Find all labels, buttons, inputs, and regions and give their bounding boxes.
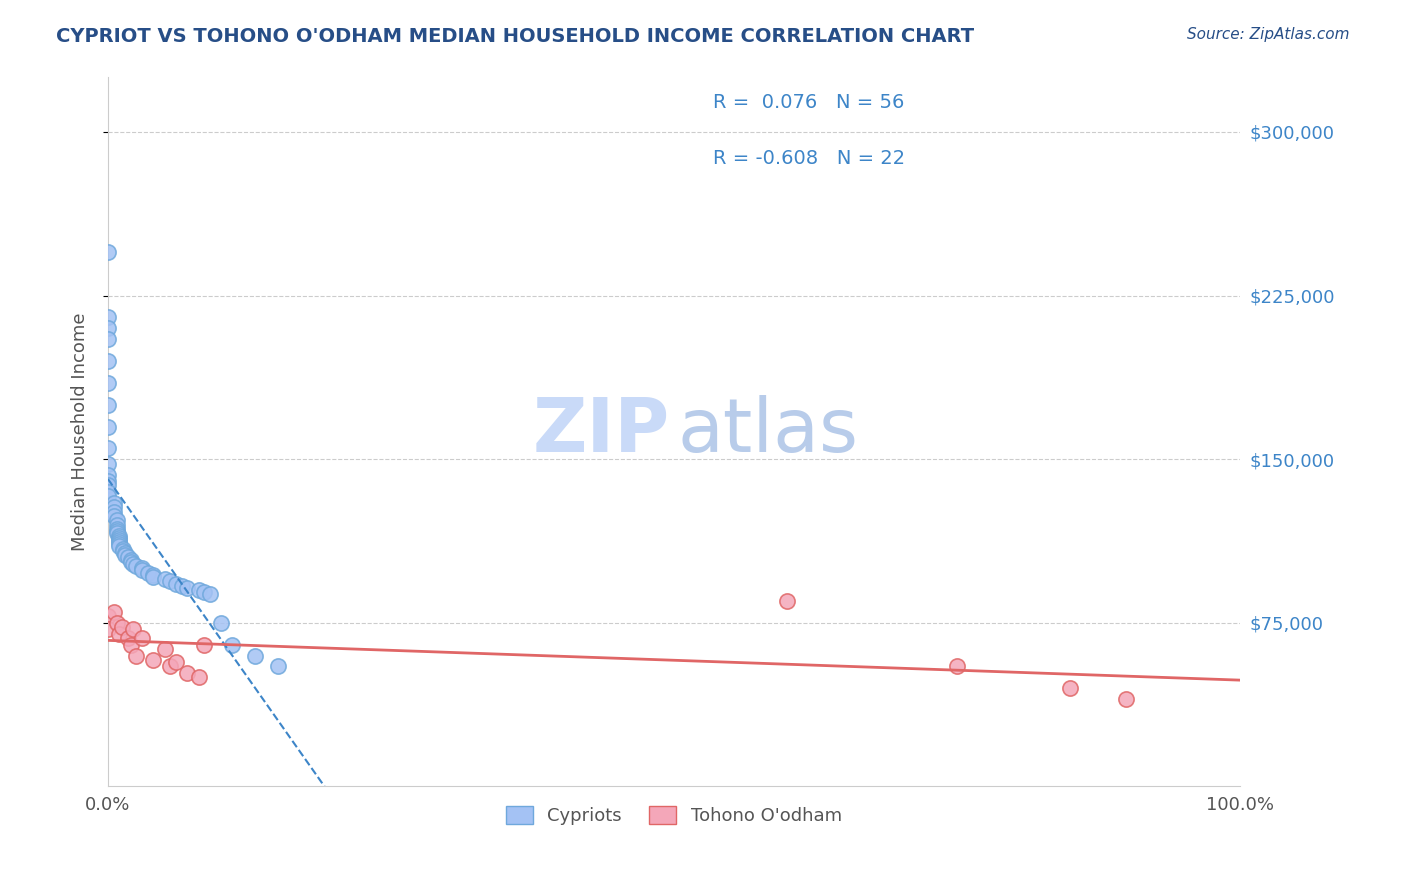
Point (198, 587, 221, 601)
Text: CYPRIOT VS TOHONO O'ODHAM MEDIAN HOUSEHOLD INCOME CORRELATION CHART: CYPRIOT VS TOHONO O'ODHAM MEDIAN HOUSEHO… (56, 27, 974, 45)
Point (142, 567, 165, 582)
Point (97, 457, 120, 471)
Point (111, 544, 134, 558)
Point (97, 398, 120, 412)
Point (114, 548, 136, 562)
Point (125, 648, 148, 663)
Text: Source: ZipAtlas.com: Source: ZipAtlas.com (1187, 27, 1350, 42)
Point (108, 533, 131, 547)
Point (120, 638, 142, 652)
Point (108, 531, 131, 545)
Point (153, 572, 176, 586)
Point (945, 659, 967, 673)
Point (108, 626, 131, 640)
Point (105, 524, 128, 539)
Point (97, 321, 120, 335)
Point (97, 244, 120, 259)
Point (108, 540, 131, 554)
Point (105, 526, 128, 541)
Point (97, 474, 120, 488)
Point (103, 500, 125, 515)
Point (97, 609, 120, 624)
Point (159, 659, 181, 673)
Point (187, 583, 209, 598)
Point (142, 653, 165, 667)
Point (209, 615, 232, 630)
Point (108, 535, 131, 549)
Point (122, 623, 145, 637)
Text: R =  0.076   N = 56: R = 0.076 N = 56 (713, 93, 904, 112)
Point (243, 648, 266, 663)
Point (103, 496, 125, 510)
Point (221, 638, 243, 652)
Point (136, 566, 159, 580)
Point (131, 564, 153, 578)
Point (103, 508, 125, 523)
Point (97, 332, 120, 346)
Point (97, 442, 120, 456)
Point (153, 642, 176, 657)
Point (170, 579, 193, 593)
Point (117, 550, 139, 565)
Point (120, 555, 142, 569)
Point (176, 666, 198, 681)
Point (97, 489, 120, 503)
Point (108, 528, 131, 542)
Point (117, 631, 139, 645)
Point (1059, 681, 1081, 696)
Point (193, 585, 215, 599)
Point (105, 513, 128, 527)
Point (131, 631, 153, 645)
Point (105, 615, 128, 630)
Point (165, 576, 187, 591)
Point (114, 546, 136, 560)
Point (97, 376, 120, 390)
Text: R = -0.608   N = 22: R = -0.608 N = 22 (713, 150, 905, 169)
Point (97, 485, 120, 500)
Point (111, 541, 134, 556)
Point (176, 581, 198, 595)
Point (103, 505, 125, 519)
Point (103, 605, 125, 619)
Point (97, 467, 120, 482)
Point (105, 522, 128, 536)
Point (776, 594, 799, 608)
Point (193, 638, 215, 652)
Point (267, 659, 290, 673)
Text: ZIP: ZIP (533, 395, 671, 468)
Point (110, 620, 132, 634)
Point (120, 552, 142, 566)
Point (122, 557, 145, 571)
Point (125, 559, 148, 574)
Legend: Cypriots, Tohono O'odham: Cypriots, Tohono O'odham (496, 797, 851, 834)
Point (131, 561, 153, 575)
Point (159, 574, 181, 589)
Point (108, 537, 131, 551)
Point (105, 517, 128, 532)
Point (1115, 692, 1137, 706)
Point (97, 623, 120, 637)
Text: atlas: atlas (678, 395, 858, 468)
Point (97, 478, 120, 492)
Point (97, 354, 120, 368)
Y-axis label: Median Household Income: Median Household Income (72, 313, 89, 551)
Point (142, 570, 165, 584)
Point (187, 670, 209, 684)
Point (97, 310, 120, 325)
Point (97, 419, 120, 434)
Point (165, 655, 187, 669)
